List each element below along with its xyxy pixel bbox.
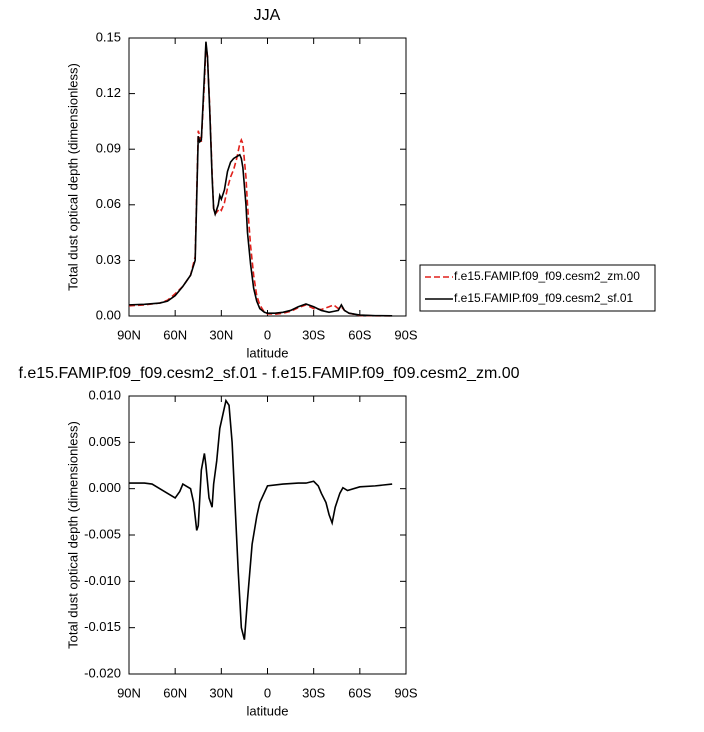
data-line [128,41,393,317]
plot-frame [128,37,407,317]
chart-title: f.e15.FAMIP.f09_f09.cesm2_sf.01 - f.e15.… [18,365,519,382]
legend-label: f.e15.FAMIP.f09_f09.cesm2_zm.00 [454,269,640,283]
x-tick-label: 90S [394,685,417,700]
legend-label: f.e15.FAMIP.f09_f09.cesm2_sf.01 [454,291,634,305]
x-tick-label: 30S [302,327,325,342]
plot-frame [128,395,407,675]
x-tick-label: 0 [264,685,271,700]
y-tick-label: -0.015 [84,619,121,634]
y-tick-label: 0.03 [96,252,121,267]
y-tick-label: -0.020 [84,665,121,680]
y-tick-label: 0.005 [88,434,121,449]
y-tick-label: 0.06 [96,196,121,211]
data-line [128,45,393,317]
x-tick-label: 30N [209,685,233,700]
y-tick-label: 0.12 [96,85,121,100]
y-tick-label: 0.09 [96,141,121,156]
y-tick-label: 0.15 [96,29,121,44]
y-axis-label: Total dust optical depth (dimensionless) [65,421,80,649]
x-axis-label: latitude [247,345,289,360]
y-tick-label: -0.005 [84,526,121,541]
y-axis-label: Total dust optical depth (dimensionless) [65,63,80,291]
x-axis-label: latitude [247,703,289,718]
y-tick-label: -0.010 [84,573,121,588]
y-tick-label: 0.00 [96,307,121,322]
data-line [129,398,393,640]
x-tick-label: 30N [209,327,233,342]
x-tick-label: 90N [117,685,141,700]
x-tick-label: 90N [117,327,141,342]
legend-box [419,264,656,312]
x-tick-label: 30S [302,685,325,700]
y-tick-label: 0.010 [88,387,121,402]
x-tick-label: 0 [264,327,271,342]
y-tick-label: 0.000 [88,480,121,495]
x-tick-label: 90S [394,327,417,342]
x-tick-label: 60N [163,685,187,700]
x-tick-label: 60N [163,327,187,342]
x-tick-label: 60S [348,327,371,342]
chart-title: JJA [254,7,281,24]
x-tick-label: 60S [348,685,371,700]
